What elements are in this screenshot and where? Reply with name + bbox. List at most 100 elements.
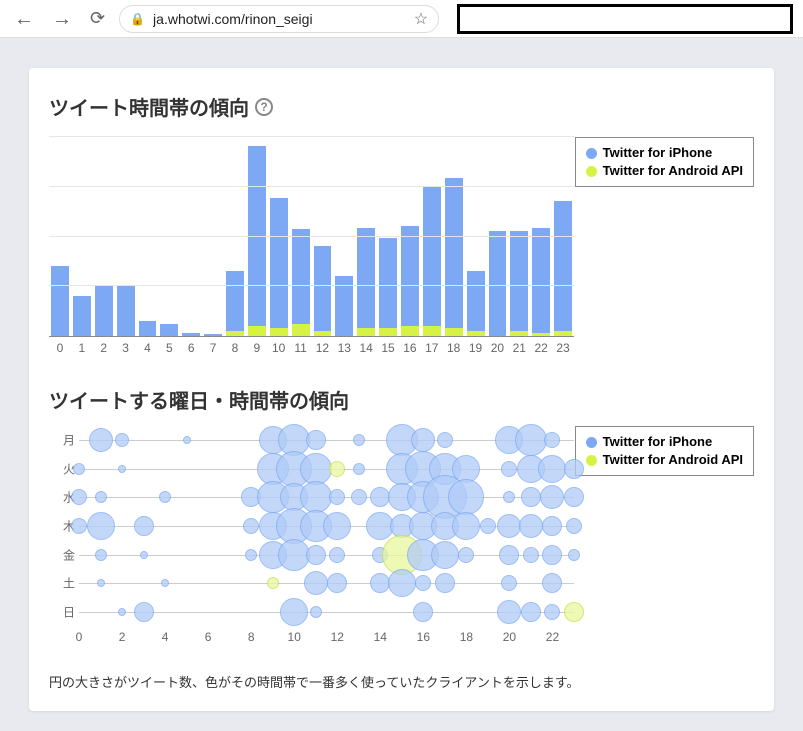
bar-col	[445, 178, 463, 336]
bubble-chart: 月火水木金土日	[79, 426, 574, 626]
legend-label: Twitter for iPhone	[603, 144, 713, 162]
bubble-point	[564, 602, 584, 622]
legend-dot	[586, 148, 597, 159]
bar-chart-container: Twitter for iPhoneTwitter for Android AP…	[49, 137, 754, 355]
gridline	[49, 236, 574, 237]
bubble-point	[280, 598, 308, 626]
bubble-point	[458, 547, 474, 563]
x-tick: 22	[532, 341, 550, 355]
bar-iphone	[160, 324, 178, 336]
gridline	[49, 186, 574, 187]
star-icon[interactable]: ☆	[414, 9, 428, 29]
bubble-point	[521, 602, 541, 622]
bubble-point	[544, 604, 560, 620]
bubble-point	[566, 518, 582, 534]
bubble-point	[353, 463, 365, 475]
bubble-point	[523, 547, 539, 563]
bar-iphone	[117, 286, 135, 336]
bubble-point	[243, 518, 259, 534]
bubble-point	[497, 514, 521, 538]
bar-iphone	[489, 231, 507, 336]
bubble-point	[448, 479, 484, 515]
bar-iphone	[357, 228, 375, 328]
bubble-point	[542, 545, 562, 565]
x-tick: 2	[119, 630, 126, 644]
x-tick: 5	[160, 341, 178, 355]
bubble-point	[415, 575, 431, 591]
bubble-point	[437, 432, 453, 448]
back-button[interactable]: ←	[10, 7, 38, 31]
bar-col	[510, 231, 528, 336]
bar-android	[357, 328, 375, 336]
x-tick: 23	[554, 341, 572, 355]
bar-col	[270, 198, 288, 336]
x-tick: 9	[248, 341, 266, 355]
lock-icon: 🔒	[130, 12, 145, 26]
bar-android	[292, 324, 310, 336]
bubble-point	[544, 432, 560, 448]
help-icon[interactable]: ?	[255, 98, 273, 116]
bubble-point	[497, 600, 521, 624]
x-tick: 15	[379, 341, 397, 355]
bar-iphone	[182, 333, 200, 336]
bar-android	[510, 331, 528, 336]
x-tick: 1	[73, 341, 91, 355]
bar-android	[554, 331, 572, 336]
bar-android	[270, 328, 288, 336]
x-tick: 6	[205, 630, 212, 644]
bubble-point	[87, 512, 115, 540]
forward-button[interactable]: →	[48, 7, 76, 31]
bubble-point	[351, 489, 367, 505]
bubble-point	[329, 489, 345, 505]
bubble-point	[300, 453, 332, 485]
y-label: 土	[53, 575, 75, 592]
url-bar[interactable]: 🔒 ja.whotwi.com/rinon_seigi ☆	[119, 5, 439, 33]
y-label: 火	[53, 460, 75, 477]
bubble-point	[521, 487, 541, 507]
x-tick: 13	[335, 341, 353, 355]
bubble-point	[499, 545, 519, 565]
bar-iphone	[510, 231, 528, 331]
bubble-point	[388, 569, 416, 597]
bar-col	[95, 286, 113, 336]
x-tick: 8	[248, 630, 255, 644]
y-label: 月	[53, 432, 75, 449]
bubble-x-labels: 0246810121416182022	[79, 626, 574, 648]
bubble-point	[327, 573, 347, 593]
bubble-point	[323, 512, 351, 540]
bar-col	[489, 231, 507, 336]
x-tick: 10	[288, 630, 301, 644]
bar-android	[248, 326, 266, 336]
bubble-point	[183, 436, 191, 444]
bar-iphone	[95, 286, 113, 336]
section1-title: ツイート時間帯の傾向 ?	[49, 92, 754, 121]
bubble-chart-container: Twitter for iPhoneTwitter for Android AP…	[49, 426, 754, 648]
gridline	[49, 285, 574, 286]
legend-label: Twitter for Android API	[603, 162, 743, 180]
bar-iphone	[401, 226, 419, 326]
bar-col	[423, 186, 441, 336]
bar-col	[139, 321, 157, 336]
bubble-point	[538, 455, 566, 483]
bubble-point	[435, 573, 455, 593]
legend-item: Twitter for iPhone	[586, 433, 743, 451]
x-tick: 16	[417, 630, 430, 644]
x-tick: 4	[162, 630, 169, 644]
x-tick: 18	[460, 630, 473, 644]
bar-iphone	[270, 198, 288, 328]
section2-title: ツイートする曜日・時間帯の傾向	[49, 385, 754, 414]
x-tick: 6	[182, 341, 200, 355]
x-tick: 4	[139, 341, 157, 355]
page-card: ツイート時間帯の傾向 ? Twitter for iPhoneTwitter f…	[29, 68, 774, 711]
bar-col	[182, 333, 200, 336]
x-tick: 7	[204, 341, 222, 355]
bubble-point	[480, 518, 496, 534]
bubble-point	[413, 602, 433, 622]
bubble-point	[300, 481, 332, 513]
bubble-point	[306, 545, 326, 565]
reload-button[interactable]: ⟳	[86, 6, 109, 31]
bar-iphone	[379, 238, 397, 328]
bubble-point	[306, 430, 326, 450]
y-label: 日	[53, 603, 75, 620]
legend-label: Twitter for iPhone	[603, 433, 713, 451]
